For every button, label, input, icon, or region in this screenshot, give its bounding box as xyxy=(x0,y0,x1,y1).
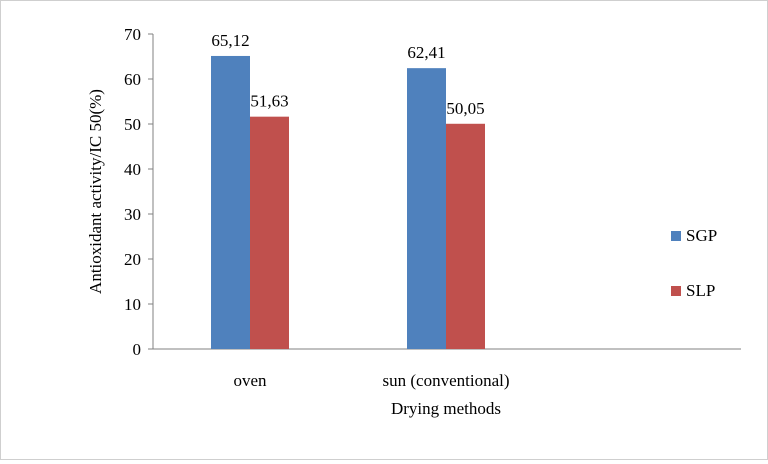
bars xyxy=(211,55,485,350)
y-tick-label: 0 xyxy=(133,340,142,359)
legend-swatch-sgp xyxy=(671,231,681,241)
y-tick-label: 60 xyxy=(124,70,141,89)
y-tick-label: 40 xyxy=(124,160,141,179)
legend: SGP SLP xyxy=(671,226,717,300)
category-labels: oven sun (conventional) xyxy=(233,371,509,390)
y-tick-label: 10 xyxy=(124,295,141,314)
legend-label-slp: SLP xyxy=(686,281,715,300)
data-label: 62,41 xyxy=(407,43,445,62)
y-tick-label: 30 xyxy=(124,205,141,224)
data-label: 50,05 xyxy=(446,99,484,118)
data-labels: 65,12 51,63 62,41 50,05 xyxy=(211,31,484,118)
bar-sgp-2 xyxy=(407,68,446,349)
legend-swatch-slp xyxy=(671,286,681,296)
x-axis-label: Drying methods xyxy=(391,399,501,418)
y-axis-ticks: 0 10 20 30 40 50 60 70 xyxy=(124,25,153,359)
data-label: 51,63 xyxy=(250,92,288,111)
y-tick-label: 50 xyxy=(124,115,141,134)
bar-slp-1 xyxy=(250,116,289,349)
y-tick-label: 20 xyxy=(124,250,141,269)
y-tick-label: 70 xyxy=(124,25,141,44)
x-category-label: oven xyxy=(233,371,267,390)
legend-label-sgp: SGP xyxy=(686,226,717,245)
bar-slp-2 xyxy=(446,123,485,350)
bar-sgp-1 xyxy=(211,55,250,350)
data-label: 65,12 xyxy=(211,31,249,50)
y-axis-label: Antioxidant activity/IC 50(%) xyxy=(86,89,105,294)
x-category-label: sun (conventional) xyxy=(383,371,510,390)
